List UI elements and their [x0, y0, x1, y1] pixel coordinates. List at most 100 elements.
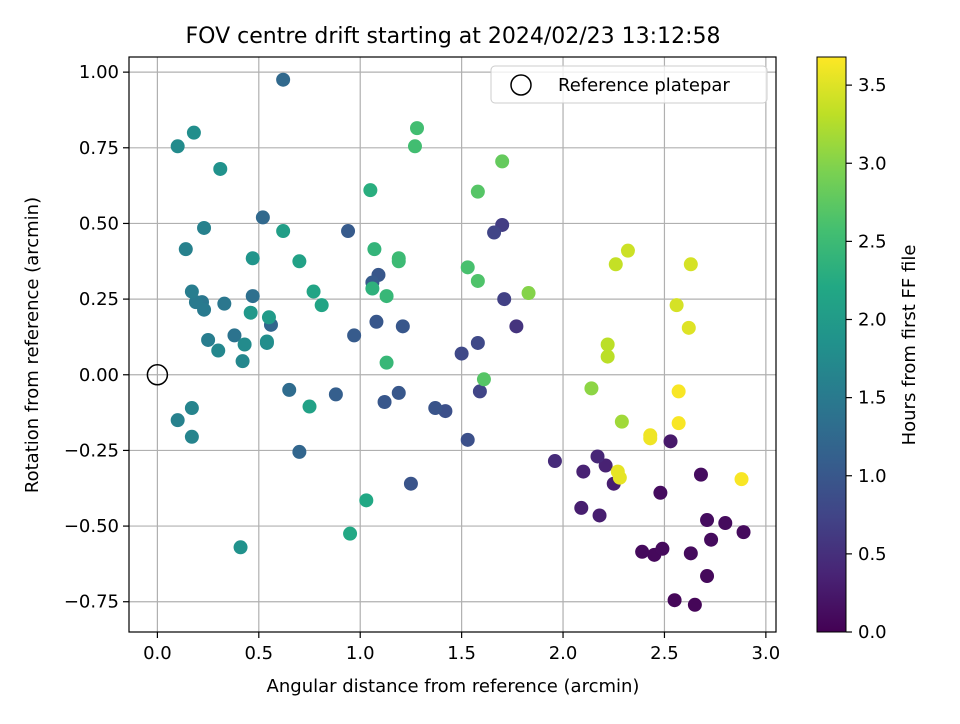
- legend-marker-reference: [510, 74, 532, 96]
- data-point: [669, 298, 684, 313]
- data-point: [608, 257, 623, 272]
- reference-platepar-marker: [146, 364, 169, 386]
- x-tick-label: 1.5: [447, 643, 476, 664]
- data-point: [681, 320, 696, 335]
- data-point: [403, 476, 418, 491]
- data-point: [243, 305, 258, 320]
- colorbar-tick-label: 1.5: [858, 388, 887, 409]
- data-point: [407, 139, 422, 154]
- data-point: [734, 472, 749, 487]
- data-point: [576, 464, 591, 479]
- data-point: [184, 284, 199, 299]
- data-point: [470, 184, 485, 199]
- y-tick-label: −0.50: [64, 516, 119, 537]
- grid-lines: [129, 57, 776, 632]
- data-point: [495, 154, 510, 169]
- y-axis-ticks: −0.75 −0.50 −0.25 0.00 0.25 0.50 0.75 1.00: [64, 62, 129, 613]
- chart-title: FOV centre drift starting at 2024/02/23 …: [186, 24, 721, 49]
- data-point: [391, 385, 406, 400]
- y-tick-label: 0.25: [79, 289, 119, 310]
- plot-area-frame: [128, 56, 777, 633]
- data-point: [343, 526, 358, 541]
- data-point: [428, 401, 443, 416]
- colorbar-tick-label: 2.0: [858, 310, 887, 331]
- data-point: [612, 470, 627, 485]
- data-point: [614, 414, 629, 429]
- data-point: [292, 254, 307, 269]
- data-point: [184, 401, 199, 416]
- data-point: [476, 372, 491, 387]
- data-point: [635, 544, 650, 559]
- data-point: [487, 225, 502, 240]
- data-point: [276, 72, 291, 87]
- colorbar-tick-label: 0.5: [858, 544, 887, 565]
- data-point: [547, 454, 562, 469]
- x-tick-label: 2.5: [650, 643, 679, 664]
- data-point: [655, 541, 670, 556]
- data-point: [643, 431, 658, 446]
- data-point: [391, 254, 406, 269]
- data-point: [306, 284, 321, 299]
- data-point: [245, 289, 260, 304]
- data-point: [292, 444, 307, 459]
- data-point: [410, 121, 425, 136]
- legend: Reference platepar: [490, 65, 768, 104]
- data-point: [598, 458, 613, 473]
- data-point: [667, 593, 682, 608]
- y-tick-label: −0.25: [64, 440, 119, 461]
- data-point: [367, 242, 382, 257]
- data-point: [276, 224, 291, 239]
- data-point: [683, 257, 698, 272]
- colorbar: 0.0 0.5 1.0 1.5 2.0 2.5 3.0 3.5 Hours from firs…: [816, 56, 920, 643]
- colorbar-tick-label: 1.0: [858, 466, 887, 487]
- data-point: [377, 395, 392, 409]
- data-point: [359, 493, 374, 508]
- data-point: [460, 432, 475, 447]
- data-point: [653, 485, 668, 500]
- data-point: [470, 273, 485, 288]
- data-point: [620, 243, 635, 258]
- data-point: [233, 540, 248, 555]
- data-point: [245, 251, 260, 266]
- data-point: [472, 384, 487, 399]
- data-point: [718, 516, 733, 531]
- data-point: [261, 310, 276, 325]
- data-point: [201, 332, 216, 347]
- data-point: [700, 569, 715, 584]
- data-point: [683, 546, 698, 561]
- data-point: [170, 413, 185, 428]
- data-point: [671, 416, 686, 431]
- x-tick-label: 0.5: [244, 643, 273, 664]
- data-point: [470, 335, 485, 350]
- data-point: [363, 183, 378, 198]
- data-point: [379, 355, 394, 370]
- y-tick-label: 0.75: [79, 138, 119, 159]
- y-tick-label: 0.50: [79, 213, 119, 234]
- colorbar-tick-label: 3.5: [858, 75, 887, 96]
- data-point: [217, 296, 232, 311]
- data-point: [347, 328, 362, 343]
- data-point: [693, 467, 708, 482]
- data-point: [600, 349, 615, 364]
- data-point: [663, 434, 678, 449]
- data-point: [282, 382, 297, 397]
- data-point: [497, 292, 512, 307]
- x-tick-label: 1.0: [346, 643, 375, 664]
- data-point: [509, 319, 524, 334]
- data-point: [369, 314, 384, 329]
- data-point: [178, 242, 193, 257]
- colorbar-tick-label: 3.0: [858, 153, 887, 174]
- data-point: [302, 399, 317, 414]
- data-point: [590, 449, 605, 464]
- y-tick-label: −0.75: [64, 592, 119, 613]
- data-point: [341, 224, 356, 239]
- data-point: [197, 220, 212, 235]
- y-tick-label: 1.00: [79, 62, 119, 83]
- colorbar-ticks: 0.0 0.5 1.0 1.5 2.0 2.5 3.0 3.5: [846, 75, 887, 643]
- data-point: [186, 125, 201, 140]
- data-point: [454, 346, 469, 361]
- data-point: [379, 289, 394, 304]
- data-point: [736, 525, 751, 540]
- data-point: [584, 381, 599, 396]
